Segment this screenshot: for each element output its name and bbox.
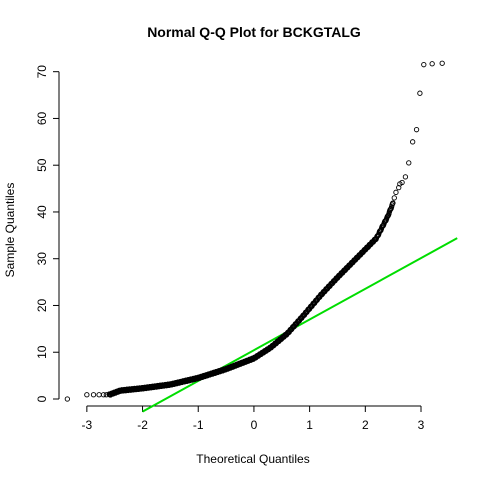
x-tick-label: -1 <box>193 418 204 432</box>
data-point <box>439 60 445 66</box>
y-tick-label: 50 <box>35 158 49 172</box>
y-tick-label: 30 <box>35 252 49 266</box>
data-point <box>84 392 90 398</box>
data-point <box>406 160 412 166</box>
y-tick-label: 40 <box>35 205 49 219</box>
x-tick-label: -3 <box>82 418 93 432</box>
data-point <box>429 61 435 67</box>
chart-title: Normal Q-Q Plot for BCKGTALG <box>147 24 361 40</box>
reference-line <box>142 237 458 413</box>
y-tick-label: 20 <box>35 298 49 312</box>
data-point <box>100 392 107 398</box>
data-point <box>103 392 109 398</box>
data-point <box>96 392 102 398</box>
y-tick-label: 0 <box>35 395 49 402</box>
y-tick-label: 60 <box>35 111 49 125</box>
x-tick-label: 0 <box>251 418 258 432</box>
x-axis-label: Theoretical Quantiles <box>196 452 309 466</box>
y-tick-label: 70 <box>35 65 49 79</box>
y-axis-label: Sample Quantiles <box>3 183 17 278</box>
data-point <box>413 127 420 133</box>
data-point <box>64 396 71 402</box>
data-point <box>402 174 409 180</box>
data-point <box>390 200 396 206</box>
data-point <box>90 392 97 398</box>
data-point <box>410 139 416 145</box>
data-point <box>399 179 405 186</box>
data-point <box>417 90 423 96</box>
x-tick-label: -2 <box>137 418 148 432</box>
data-point <box>393 189 399 195</box>
data-points <box>64 60 445 402</box>
y-tick-label: 10 <box>35 345 49 359</box>
x-tick-label: 2 <box>362 418 369 432</box>
x-tick-label: 3 <box>418 418 425 432</box>
x-tick-label: 1 <box>306 418 313 432</box>
data-point <box>391 195 397 201</box>
data-point <box>421 62 427 68</box>
